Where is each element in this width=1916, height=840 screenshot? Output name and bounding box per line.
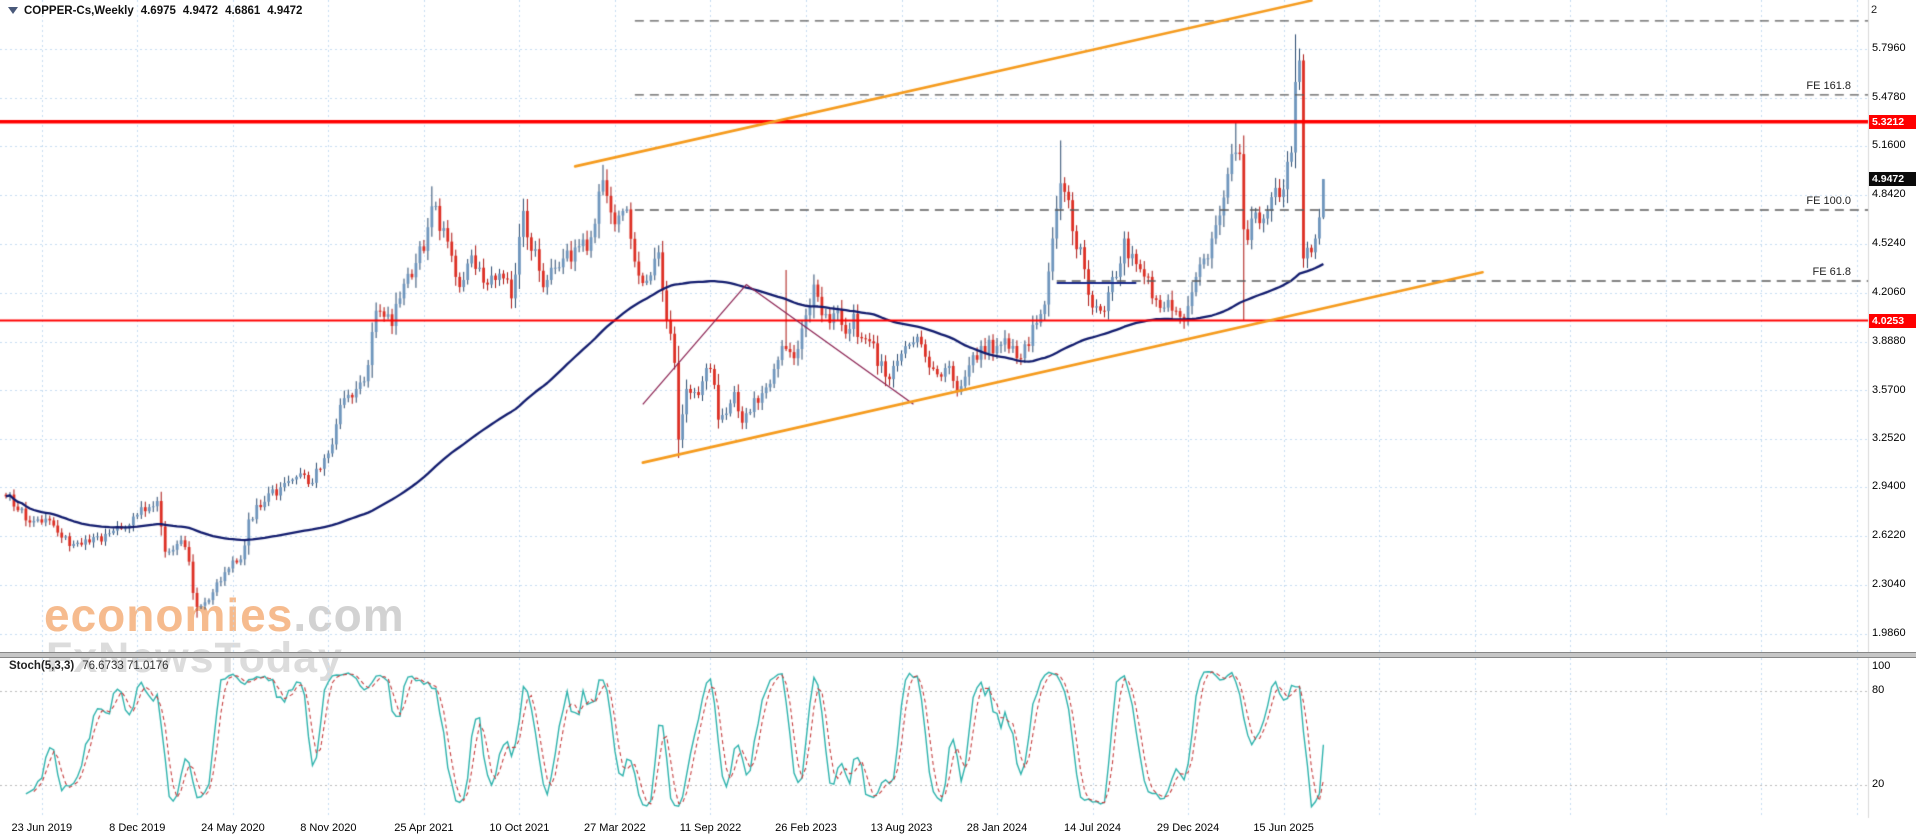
price-axis-label: 3.8880 [1872,334,1906,347]
stoch-axis-label: 80 [1872,683,1885,696]
price-axis-label: 5.7960 [1872,41,1906,54]
price-axis[interactable]: 5.7960 5.4780 5.1600 4.8420 4.5240 4.2060 3.88… [1868,0,1916,652]
date-axis-label: 24 May 2020 [201,822,265,834]
low-value: 4.6861 [225,5,261,17]
fib-level-label-100-0[interactable]: FE 100.0 [1806,195,1851,207]
price-axis-label: 3.5700 [1872,383,1906,396]
resistance-line-price-tag: 5.3212 [1869,114,1916,129]
date-axis-label: 15 Jun 2025 [1253,822,1314,834]
stoch-axis-label: 100 [1872,660,1891,672]
date-axis-label: 10 Oct 2021 [489,822,550,834]
date-axis-label: 8 Dec 2019 [109,822,166,834]
date-axis-label: 13 Aug 2023 [870,822,933,834]
price-axis-label: 1.9860 [1872,626,1906,639]
price-axis-label: 5.1600 [1872,139,1906,152]
date-axis-label: 23 Jun 2019 [11,822,73,834]
high-value: 4.9472 [182,5,219,17]
date-axis-label: 14 Jul 2024 [1064,822,1121,834]
fib-level-label-61-8[interactable]: FE 61.8 [1812,266,1851,278]
price-axis-label: 2.9400 [1872,480,1906,493]
price-axis-label: 2.3040 [1872,577,1906,590]
date-axis-label: 8 Nov 2020 [300,822,357,834]
stochastic-name-label: Stoch(5,3,3) [9,660,75,672]
price-axis-label: 3.2520 [1872,432,1906,445]
fib-level-label-clipped: 2 [1871,4,1878,16]
price-axis-label: 5.4780 [1872,90,1906,103]
fib-level-label-161-8[interactable]: FE 161.8 [1806,79,1851,92]
price-axis-label: 4.2060 [1872,285,1906,298]
panel-splitter[interactable] [0,652,1916,658]
chart-shift-icon[interactable] [8,7,18,15]
date-axis-label: 26 Feb 2023 [775,822,837,834]
price-axis-label: 4.5240 [1872,237,1906,250]
date-axis-label: 29 Dec 2024 [1156,822,1220,834]
symbol-timeframe-label: COPPER-Cs,Weekly [24,5,134,17]
time-axis[interactable]: 23 Jun 2019 8 Dec 2019 24 May 2020 8 Nov 20… [0,818,1916,840]
price-axis-label: 2.6220 [1872,529,1906,541]
stoch-axis-label: 20 [1872,778,1885,791]
date-axis-label: 27 Mar 2022 [584,822,646,834]
current-price-tag: 4.9472 [1869,172,1916,187]
stochastic-axis[interactable]: 100 80 20 [1868,652,1916,820]
price-axis-label: 4.8420 [1872,188,1906,201]
stochastic-values: 76.6733 71.0176 [82,660,169,672]
open-value: 4.6975 [140,5,176,17]
close-value: 4.9472 [267,5,303,17]
support-line-price-tag: 4.0253 [1869,313,1916,328]
date-axis-label: 28 Jan 2024 [966,822,1028,834]
date-axis-label: 25 Apr 2021 [394,822,454,834]
stochastic-header: Stoch(5,3,3) 76.6733 71.0176 [9,660,169,672]
date-axis-label: 11 Sep 2022 [679,822,742,834]
chart-ohlc-header: COPPER-Cs,Weekly 4.6975 4.9472 4.6861 4.9472 [8,5,309,17]
